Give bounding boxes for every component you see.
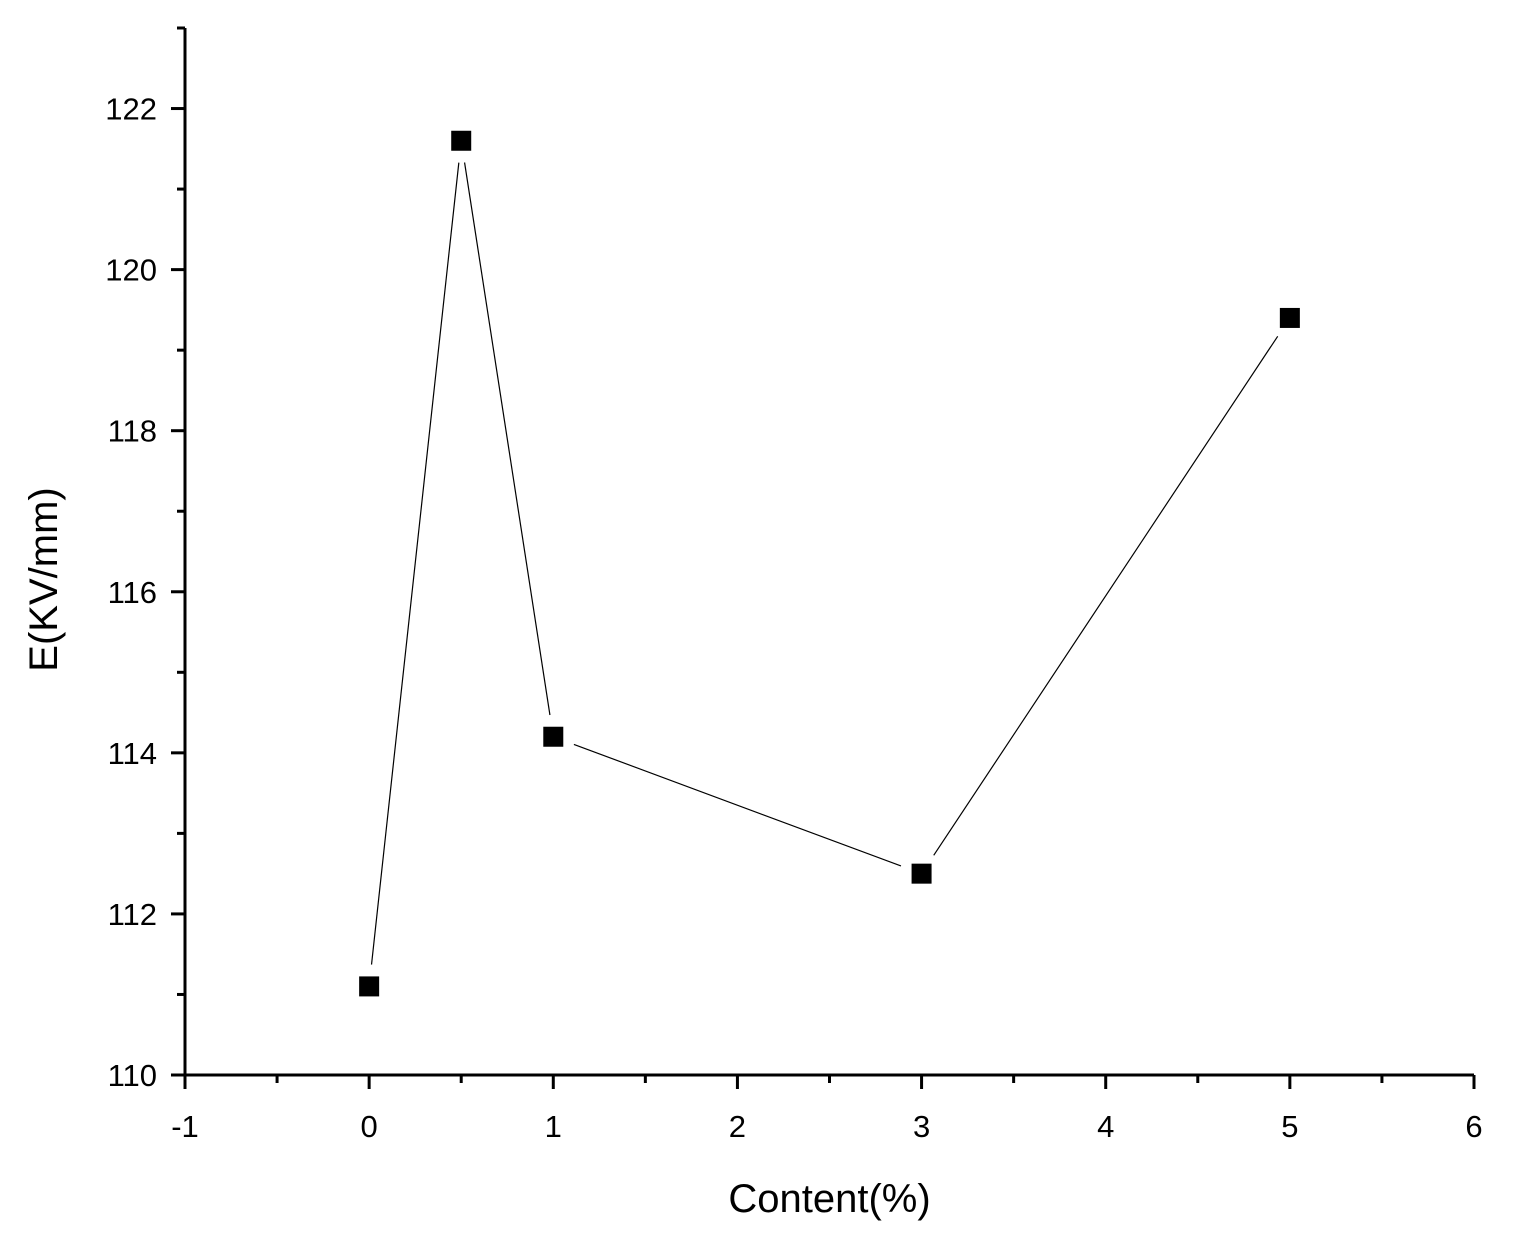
y-tick-label: 118 xyxy=(108,414,157,449)
y-tick-label: 116 xyxy=(108,575,157,610)
x-tick-label: 4 xyxy=(1097,1109,1114,1144)
y-tick-label: 122 xyxy=(105,92,157,127)
y-tick-label: 120 xyxy=(105,253,157,288)
x-tick-labels: -1 0 1 2 3 4 5 6 xyxy=(171,1109,1482,1144)
x-tick-label: 0 xyxy=(361,1109,378,1144)
y-tick-labels: 110 112 114 116 118 120 122 xyxy=(105,92,157,1093)
data-point xyxy=(359,976,380,997)
x-axis-title: Content(%) xyxy=(728,1177,930,1221)
data-point xyxy=(1279,307,1300,328)
x-tick-label: 6 xyxy=(1465,1109,1482,1144)
y-tick-label: 112 xyxy=(108,897,157,932)
series-segment xyxy=(573,743,902,867)
series-segment xyxy=(463,162,551,716)
x-tick-label: 2 xyxy=(729,1109,746,1144)
y-tick-label: 110 xyxy=(108,1058,157,1093)
series-markers xyxy=(359,130,1300,997)
series-segment xyxy=(933,335,1279,856)
x-tick-label: 5 xyxy=(1281,1109,1298,1144)
x-tick-label: 3 xyxy=(913,1109,930,1144)
y-tick-label: 114 xyxy=(108,736,157,771)
x-tick-label: 1 xyxy=(545,1109,562,1144)
series-segment xyxy=(370,162,460,965)
data-point xyxy=(543,726,564,747)
y-axis-title: E(KV/mm) xyxy=(22,487,66,671)
series-line xyxy=(370,162,1279,965)
data-point xyxy=(911,863,932,884)
data-point xyxy=(451,130,472,151)
x-tick-label: -1 xyxy=(171,1109,199,1144)
axes xyxy=(171,26,1476,1089)
